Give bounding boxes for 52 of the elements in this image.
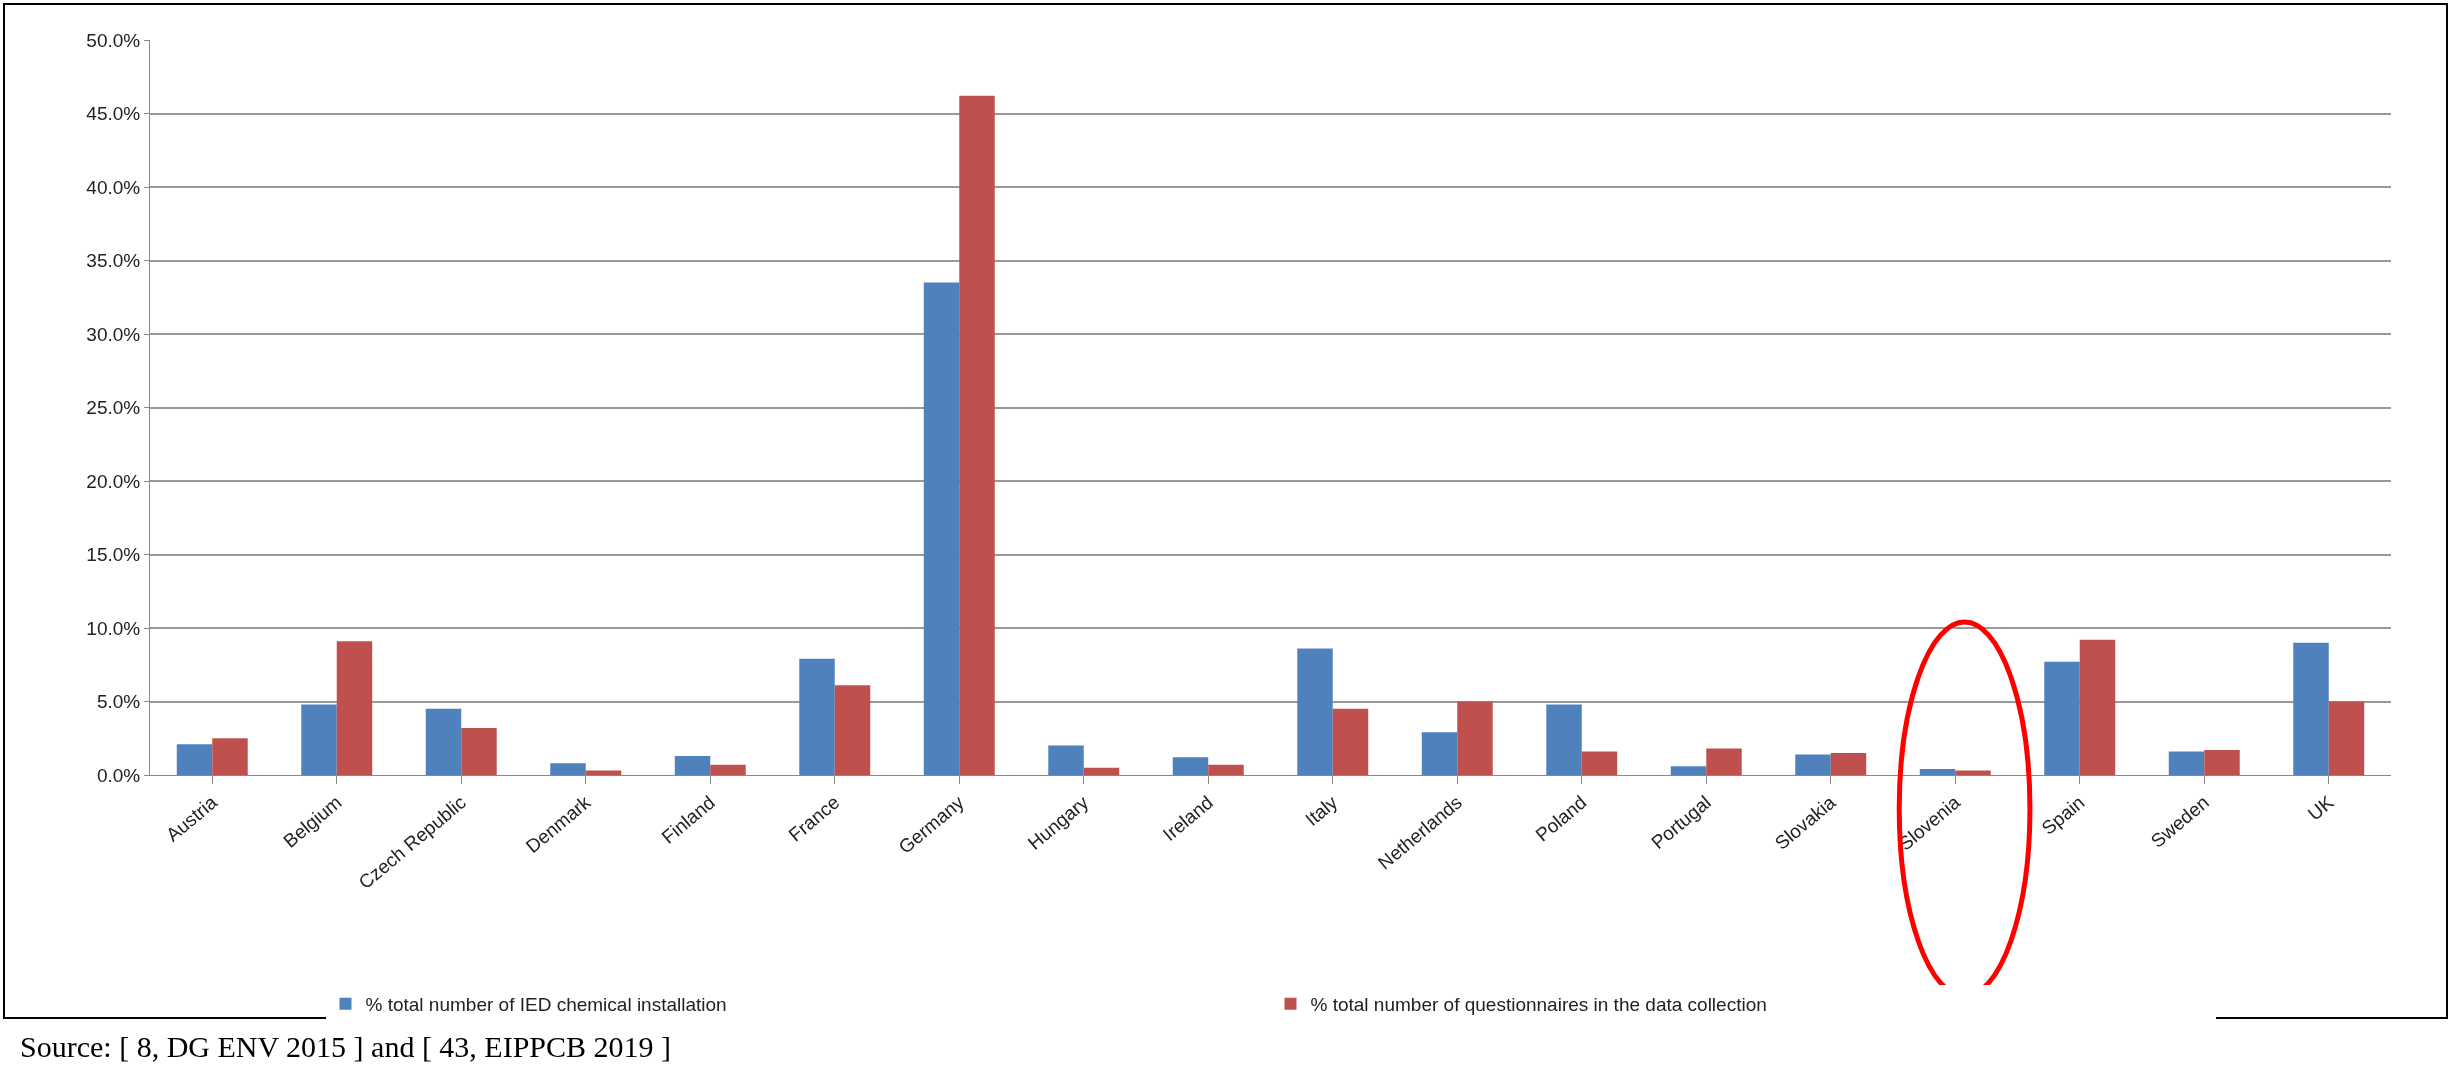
y-tick-label: 35.0% bbox=[86, 250, 141, 272]
bar bbox=[2293, 642, 2329, 775]
legend-label: % total number of IED chemical installation bbox=[365, 994, 727, 1016]
bar bbox=[1546, 704, 1582, 775]
bar bbox=[1955, 770, 1991, 775]
y-tick-label: 10.0% bbox=[86, 617, 141, 639]
bar bbox=[2168, 751, 2205, 775]
bar bbox=[1172, 757, 1209, 775]
bar bbox=[1581, 751, 1618, 775]
bar bbox=[923, 282, 960, 775]
y-tick-label: 50.0% bbox=[86, 29, 141, 51]
bar bbox=[834, 685, 871, 775]
bar bbox=[1457, 701, 1493, 775]
bar bbox=[1795, 754, 1831, 775]
bar bbox=[2204, 750, 2240, 775]
bar bbox=[674, 755, 711, 775]
y-tick-label: 5.0% bbox=[96, 691, 141, 713]
y-tick-label: 0.0% bbox=[96, 764, 141, 786]
bar bbox=[212, 738, 248, 775]
bar bbox=[461, 727, 497, 775]
bar bbox=[550, 763, 586, 775]
bar bbox=[301, 704, 337, 775]
legend-label: % total number of questionnaires in the data collection bbox=[1310, 994, 1767, 1016]
y-tick-label: 20.0% bbox=[86, 470, 141, 492]
bar bbox=[710, 764, 746, 775]
bar bbox=[959, 95, 995, 775]
bar bbox=[1332, 708, 1369, 775]
y-tick-label: 25.0% bbox=[86, 397, 141, 419]
bar bbox=[336, 641, 373, 775]
source-note: Source: [ 8, DG ENV 2015 ] and [ 43, EIPPCB 2019 ] bbox=[20, 1030, 672, 1063]
bar bbox=[1670, 766, 1707, 775]
bar bbox=[2044, 661, 2080, 775]
bar bbox=[425, 708, 462, 775]
bar bbox=[1083, 767, 1120, 775]
bar bbox=[585, 770, 622, 775]
bar bbox=[1706, 748, 1742, 775]
y-tick-label: 45.0% bbox=[86, 103, 141, 125]
x-tick-label: UK bbox=[2303, 791, 2338, 825]
bar bbox=[1208, 764, 1244, 775]
bar bbox=[1919, 769, 1956, 775]
bar bbox=[1421, 732, 1458, 775]
bar bbox=[2328, 701, 2365, 775]
bar bbox=[1297, 648, 1333, 775]
bar bbox=[2079, 639, 2116, 775]
y-tick-label: 30.0% bbox=[86, 323, 141, 345]
y-tick-label: 40.0% bbox=[86, 176, 141, 198]
bar bbox=[1830, 752, 1867, 775]
y-tick-label: 15.0% bbox=[86, 544, 141, 566]
bar bbox=[1048, 745, 1084, 775]
bar bbox=[799, 658, 835, 775]
bar bbox=[176, 744, 213, 775]
x-tick-label: Italy bbox=[1301, 791, 1342, 831]
